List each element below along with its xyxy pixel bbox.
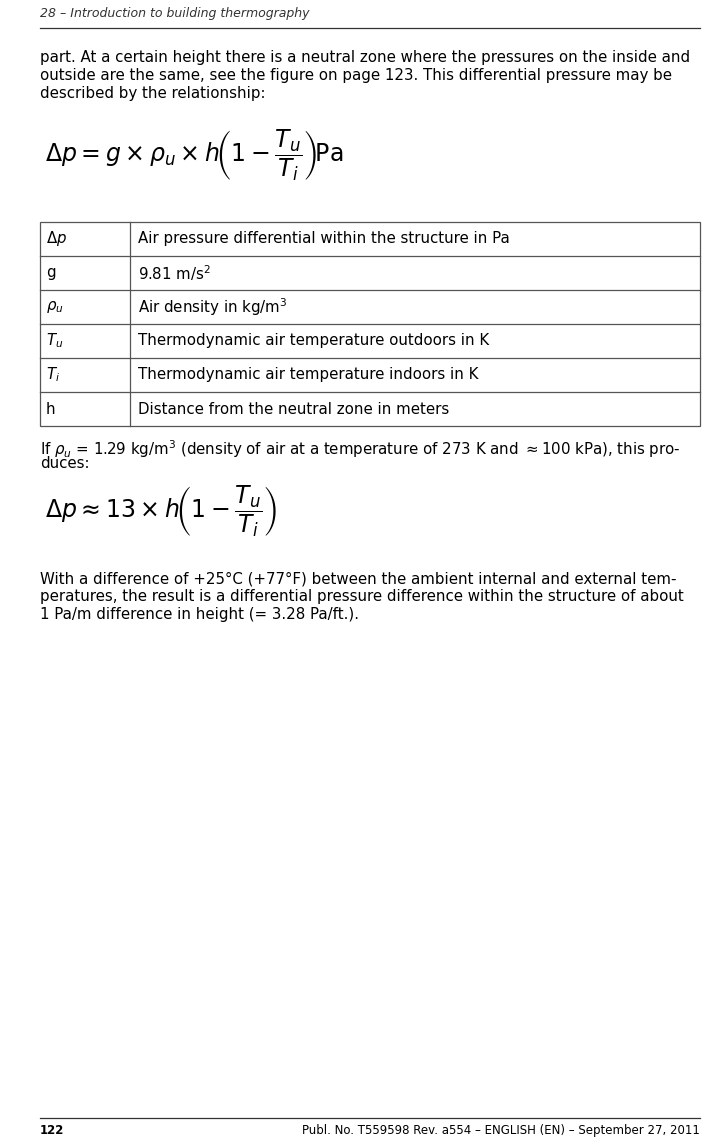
Text: part. At a certain height there is a neutral zone where the pressures on the ins: part. At a certain height there is a neu… — [40, 50, 690, 65]
Text: $\Delta p$: $\Delta p$ — [46, 229, 67, 249]
Text: $\rho_u$: $\rho_u$ — [46, 299, 64, 315]
Text: 28 – Introduction to building thermography: 28 – Introduction to building thermograp… — [40, 7, 309, 19]
Text: 1 Pa/m difference in height (= 3.28 Pa/ft.).: 1 Pa/m difference in height (= 3.28 Pa/f… — [40, 607, 359, 622]
Text: Air density in kg/m$^3$: Air density in kg/m$^3$ — [138, 296, 288, 317]
Text: peratures, the result is a differential pressure difference within the structure: peratures, the result is a differential … — [40, 589, 684, 604]
Bar — [40, 222, 700, 426]
Text: h: h — [46, 401, 56, 416]
Text: If $\rho_u$ = 1.29 kg/m$^3$ (density of air at a temperature of 273 K and $\appr: If $\rho_u$ = 1.29 kg/m$^3$ (density of … — [40, 438, 680, 460]
Text: With a difference of +25°C (+77°F) between the ambient internal and external tem: With a difference of +25°C (+77°F) betwe… — [40, 571, 677, 586]
Text: duces:: duces: — [40, 456, 90, 471]
Text: g: g — [46, 266, 56, 281]
Text: 9.81 m/s$^2$: 9.81 m/s$^2$ — [138, 264, 211, 283]
Text: $\Delta p \approx 13 \times h\!\left(1 - \dfrac{T_u}{T_i}\right)$: $\Delta p \approx 13 \times h\!\left(1 -… — [45, 484, 277, 539]
Text: Thermodynamic air temperature indoors in K: Thermodynamic air temperature indoors in… — [138, 368, 479, 383]
Text: $\Delta p = g \times \rho_u \times h\!\left(1 - \dfrac{T_u}{T_i}\right)\!\mathrm: $\Delta p = g \times \rho_u \times h\!\l… — [45, 127, 343, 183]
Text: $T_u$: $T_u$ — [46, 331, 64, 351]
Text: $T_i$: $T_i$ — [46, 366, 60, 384]
Text: Thermodynamic air temperature outdoors in K: Thermodynamic air temperature outdoors i… — [138, 333, 489, 348]
Text: outside are the same, see the figure on page 123. This differential pressure may: outside are the same, see the figure on … — [40, 68, 672, 83]
Text: Publ. No. T559598 Rev. a554 – ENGLISH (EN) – September 27, 2011: Publ. No. T559598 Rev. a554 – ENGLISH (E… — [302, 1124, 700, 1137]
Text: Distance from the neutral zone in meters: Distance from the neutral zone in meters — [138, 401, 449, 416]
Text: 122: 122 — [40, 1124, 64, 1137]
Text: described by the relationship:: described by the relationship: — [40, 86, 265, 101]
Text: Air pressure differential within the structure in Pa: Air pressure differential within the str… — [138, 231, 510, 246]
